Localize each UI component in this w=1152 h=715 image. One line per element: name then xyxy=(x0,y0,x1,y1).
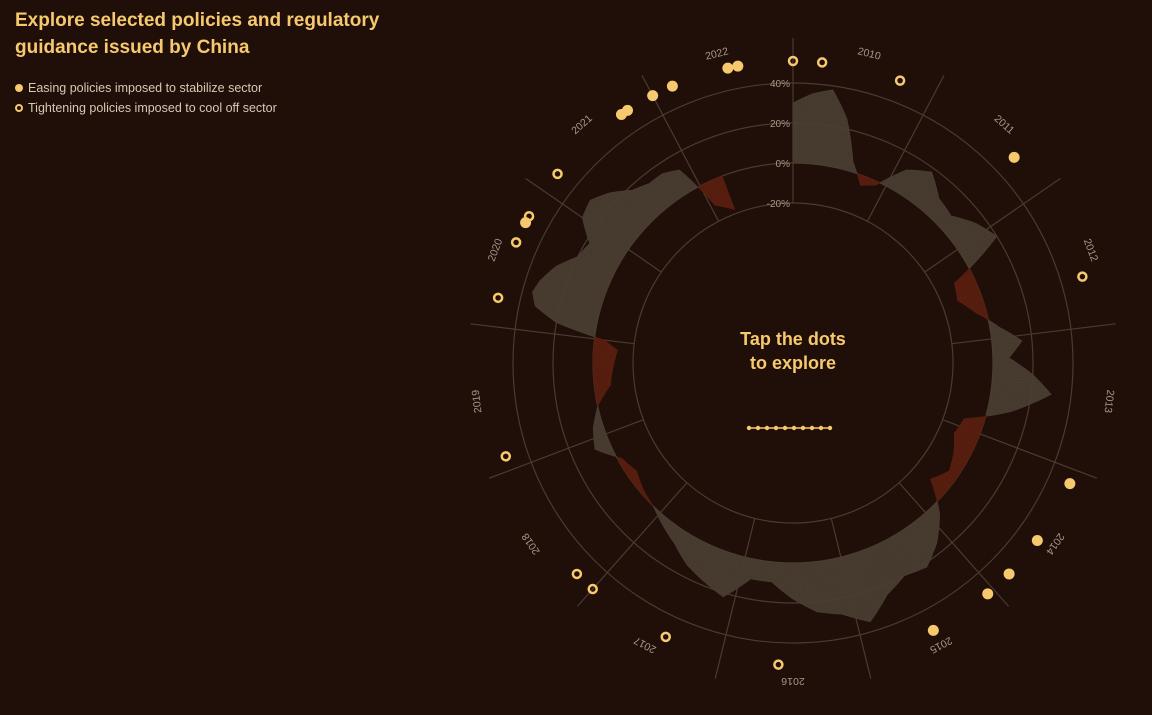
center-prompt-line1: Tap the dots xyxy=(740,329,846,349)
policy-dot-tightening[interactable] xyxy=(523,210,535,222)
year-spoke xyxy=(866,74,945,222)
pagination-dot[interactable] xyxy=(818,425,824,431)
area-segment xyxy=(992,360,1018,364)
year-label: 2018 xyxy=(519,531,542,557)
policy-dot-tightening[interactable] xyxy=(660,631,671,643)
policy-dot-easing[interactable] xyxy=(1008,151,1020,163)
area-segment xyxy=(720,175,736,211)
year-label: 2010 xyxy=(856,45,882,62)
year-label: 2020 xyxy=(486,237,506,263)
policy-dot-tightening[interactable] xyxy=(500,451,512,462)
year-spoke xyxy=(951,323,1116,345)
area-segment xyxy=(854,168,858,175)
policy-dot-easing[interactable] xyxy=(622,104,634,116)
policy-dot-tightening[interactable] xyxy=(552,168,563,180)
area-segment xyxy=(592,361,615,365)
year-spoke xyxy=(898,482,1009,607)
policy-dot-easing[interactable] xyxy=(927,624,939,636)
filled-dot-icon xyxy=(15,84,23,92)
policy-dot-easing[interactable] xyxy=(647,90,659,102)
policy-dot-tightening[interactable] xyxy=(587,583,598,595)
policy-dot-tightening[interactable] xyxy=(894,75,906,86)
area-segment xyxy=(935,494,940,503)
year-label: 2017 xyxy=(632,634,658,656)
area-segment xyxy=(592,364,615,369)
year-label: 2022 xyxy=(704,45,730,62)
policy-dot-easing[interactable] xyxy=(1064,478,1076,490)
year-spoke xyxy=(488,419,644,479)
policy-dot-tightening[interactable] xyxy=(1077,271,1088,282)
area-segment xyxy=(792,562,798,602)
pagination-dot[interactable] xyxy=(791,425,797,431)
area-segment xyxy=(596,406,599,411)
policy-dot-easing[interactable] xyxy=(982,588,994,600)
pagination-dot[interactable] xyxy=(800,425,806,431)
pagination-dot[interactable] xyxy=(782,425,788,431)
legend-item-easing: Easing policies imposed to stabilize sec… xyxy=(15,78,277,98)
hollow-dot-icon xyxy=(15,104,23,112)
year-spoke xyxy=(714,518,756,679)
radial-tick-label: 40% xyxy=(770,79,790,90)
policy-dot-easing[interactable] xyxy=(722,62,734,74)
radial-tick-label: 20% xyxy=(770,119,790,130)
legend-item-tightening: Tightening policies imposed to cool off … xyxy=(15,98,277,118)
year-label: 2013 xyxy=(1102,389,1117,414)
area-segment xyxy=(653,505,657,510)
area-layer xyxy=(532,88,1053,623)
year-label: 2012 xyxy=(1081,237,1101,263)
year-spoke xyxy=(924,177,1061,273)
pagination-dot[interactable] xyxy=(746,425,752,431)
policy-dot-tightening[interactable] xyxy=(816,57,828,68)
year-spoke xyxy=(470,323,635,345)
pagination-dot[interactable] xyxy=(755,425,761,431)
radial-tick-label: 0% xyxy=(776,159,791,170)
dot-layer xyxy=(492,55,1088,670)
area-segment xyxy=(967,260,977,270)
nav-layer xyxy=(746,425,833,431)
year-label: 2015 xyxy=(928,634,954,656)
policy-dot-tightening[interactable] xyxy=(773,659,784,670)
legend: Easing policies imposed to stabilize sec… xyxy=(15,78,277,118)
policy-dot-tightening[interactable] xyxy=(492,292,504,304)
year-label: 2019 xyxy=(470,389,485,414)
year-label: 2016 xyxy=(781,675,805,687)
policy-dot-easing[interactable] xyxy=(732,60,744,72)
area-segment xyxy=(983,316,989,321)
policy-dot-tightening[interactable] xyxy=(510,237,522,248)
pagination-dot[interactable] xyxy=(764,425,770,431)
policy-dot-easing[interactable] xyxy=(1031,535,1043,547)
radial-tick-label: -20% xyxy=(767,199,790,210)
center-prompt: Tap the dots to explore xyxy=(693,327,893,375)
year-label: 2011 xyxy=(992,113,1017,137)
area-segment xyxy=(691,180,699,189)
legend-label-easing: Easing policies imposed to stabilize sec… xyxy=(28,81,263,95)
policy-dot-tightening[interactable] xyxy=(571,568,583,580)
pagination-dot[interactable] xyxy=(809,425,815,431)
policy-dot-easing[interactable] xyxy=(666,80,678,92)
legend-label-tightening: Tightening policies imposed to cool off … xyxy=(28,101,277,115)
page-title: Explore selected policies and regulatory… xyxy=(15,10,380,58)
year-spoke xyxy=(577,482,688,607)
policy-dot-easing[interactable] xyxy=(1003,568,1015,580)
policy-dot-tightening[interactable] xyxy=(787,55,799,67)
year-label: 2021 xyxy=(569,112,595,137)
year-label: 2014 xyxy=(1043,531,1066,557)
pagination-dot[interactable] xyxy=(827,425,833,431)
center-prompt-line2: to explore xyxy=(749,353,837,373)
pagination-dot[interactable] xyxy=(773,425,779,431)
